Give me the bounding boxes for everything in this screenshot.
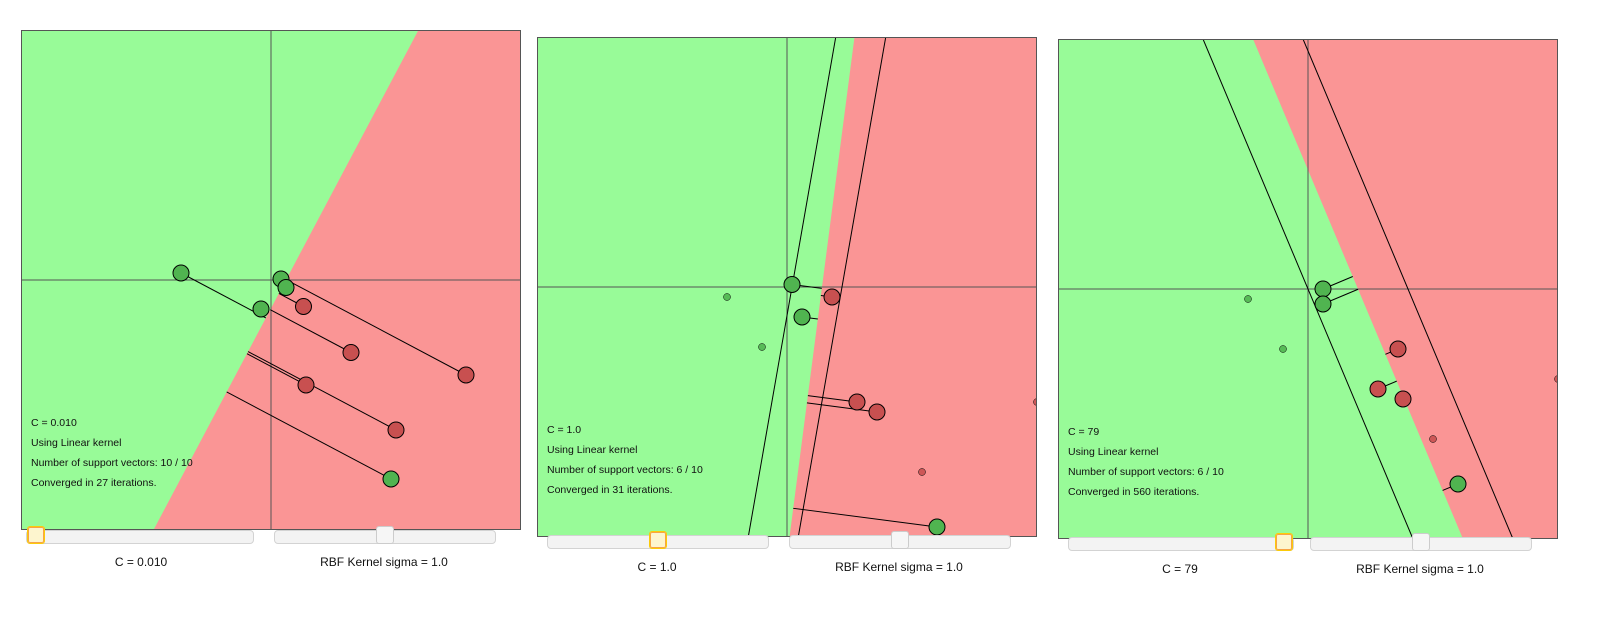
negative-data-point <box>1279 345 1287 353</box>
sigma-value-label: RBF Kernel sigma = 1.0 <box>835 560 963 574</box>
c-value-label: C = 1.0 <box>637 560 677 574</box>
negative-data-point <box>783 276 801 293</box>
sigma-value-label: RBF Kernel sigma = 1.0 <box>320 555 448 569</box>
sigma-slider[interactable] <box>1310 533 1532 551</box>
svm-panel-3: C = 79 Using Linear kernel Number of sup… <box>1058 39 1558 609</box>
negative-data-point <box>723 293 731 301</box>
info-support-vectors: Number of support vectors: 6 / 10 <box>547 464 703 476</box>
positive-data-point <box>1429 435 1437 443</box>
positive-data-point <box>457 366 475 384</box>
sigma-slider-handle[interactable] <box>376 526 394 544</box>
info-iterations: Converged in 31 iterations. <box>547 484 673 496</box>
info-text: C = 79 Using Linear kernel Number of sup… <box>1068 422 1224 502</box>
negative-data-point <box>928 518 946 536</box>
negative-data-point <box>793 308 811 326</box>
svm-plot-2[interactable] <box>537 37 1037 537</box>
margin-line <box>1302 39 1514 539</box>
info-kernel: Using Linear kernel <box>31 437 122 449</box>
support-vector-line <box>793 507 938 528</box>
positive-data-point <box>848 393 866 411</box>
positive-data-point <box>1389 340 1407 358</box>
negative-data-point <box>382 470 400 488</box>
info-c: C = 1.0 <box>547 424 582 436</box>
positive-data-point <box>1394 390 1412 408</box>
svm-panel-2: C = 1.0 Using Linear kernel Number of su… <box>537 37 1037 607</box>
sigma-value-label: RBF Kernel sigma = 1.0 <box>1356 562 1484 576</box>
support-vector-line <box>270 309 352 353</box>
support-vector-line <box>285 279 467 376</box>
negative-data-point <box>172 264 190 282</box>
negative-data-point <box>252 300 270 318</box>
svm-plot-1[interactable] <box>21 30 521 530</box>
svm-plot-3[interactable] <box>1058 39 1558 539</box>
negative-data-point <box>758 343 766 351</box>
c-slider[interactable] <box>26 526 254 544</box>
positive-data-point <box>1369 380 1387 398</box>
negative-data-point <box>1314 280 1332 298</box>
margin-line <box>797 37 887 537</box>
sigma-slider-handle[interactable] <box>1412 533 1430 551</box>
support-vector-line <box>247 351 397 431</box>
negative-data-point <box>1314 295 1332 313</box>
info-kernel: Using Linear kernel <box>547 444 638 456</box>
info-c: C = 79 <box>1068 426 1100 438</box>
support-vector-line <box>246 353 307 386</box>
positive-data-point <box>823 288 841 306</box>
plot-border <box>537 37 1037 537</box>
info-iterations: Converged in 27 iterations. <box>31 477 157 489</box>
info-support-vectors: Number of support vectors: 6 / 10 <box>1068 466 1224 478</box>
sigma-slider[interactable] <box>274 526 496 544</box>
support-vector-line <box>806 402 878 413</box>
positive-data-point <box>387 421 405 439</box>
info-text: C = 0.010 Using Linear kernel Number of … <box>31 413 193 493</box>
positive-data-point <box>342 344 360 361</box>
support-vector-line <box>226 391 392 480</box>
info-iterations: Converged in 560 iterations. <box>1068 486 1200 498</box>
positive-data-point <box>297 376 315 394</box>
support-vector-line <box>180 272 267 319</box>
negative-data-point <box>1244 295 1252 303</box>
c-slider[interactable] <box>547 531 769 549</box>
info-support-vectors: Number of support vectors: 10 / 10 <box>31 457 193 469</box>
c-slider-handle[interactable] <box>649 531 667 549</box>
info-c: C = 0.010 <box>31 417 77 429</box>
info-kernel: Using Linear kernel <box>1068 446 1159 458</box>
sigma-slider[interactable] <box>789 531 1011 549</box>
positive-data-point <box>868 403 886 421</box>
negative-data-point <box>277 279 295 296</box>
c-slider[interactable] <box>1068 533 1294 551</box>
c-slider-handle[interactable] <box>27 526 45 544</box>
c-value-label: C = 79 <box>1162 562 1198 576</box>
negative-data-point <box>1449 475 1467 493</box>
c-slider-handle[interactable] <box>1275 533 1293 551</box>
margin-line <box>1202 39 1414 539</box>
sigma-slider-handle[interactable] <box>891 531 909 549</box>
positive-data-point <box>918 468 926 476</box>
svm-panel-1: C = 0.010 Using Linear kernel Number of … <box>21 30 521 600</box>
c-value-label: C = 0.010 <box>114 555 168 569</box>
plot-border <box>21 30 521 530</box>
info-text: C = 1.0 Using Linear kernel Number of su… <box>547 420 703 500</box>
positive-data-point <box>295 298 312 315</box>
plot-border <box>1058 39 1558 539</box>
